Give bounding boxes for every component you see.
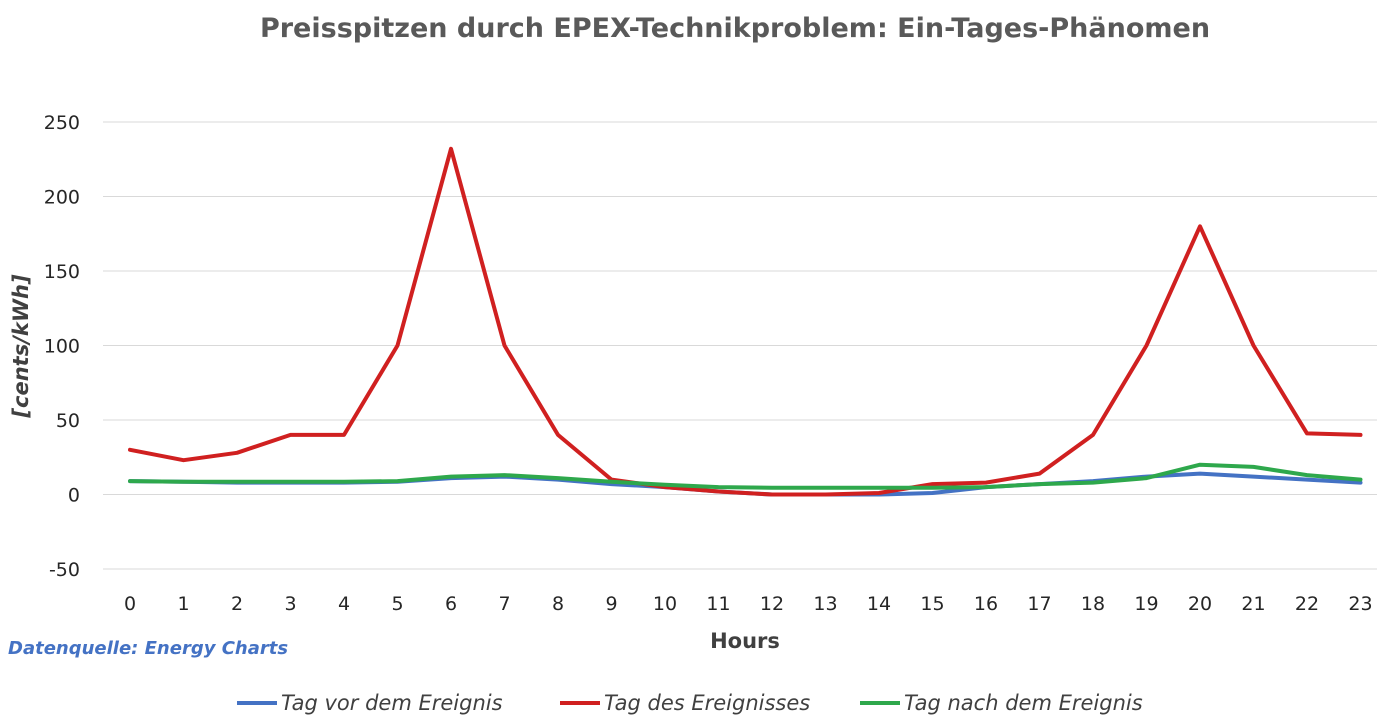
x-tick-label: 16 (974, 593, 998, 615)
y-axis-ticks: -50 0 50 100 150 200 250 (44, 112, 80, 581)
series-lines (128, 146, 1363, 497)
y-axis-label: [cents/kWh] (9, 274, 33, 419)
x-tick-label: 14 (867, 593, 891, 615)
x-tick-label: 10 (653, 593, 677, 615)
legend: Tag vor dem Ereignis Tag des Ereignisses T… (237, 691, 1143, 715)
series-line-3 (128, 462, 1363, 490)
x-tick-label: 18 (1081, 593, 1105, 615)
legend-item-3: Tag nach dem Ereignis (860, 691, 1143, 715)
x-tick-label: 21 (1241, 593, 1265, 615)
x-tick-label: 22 (1295, 593, 1319, 615)
gridlines (103, 121, 1377, 570)
x-tick-label: 4 (338, 593, 350, 615)
legend-label: Tag nach dem Ereignis (904, 691, 1143, 715)
x-tick-label: 19 (1134, 593, 1158, 615)
legend-label: Tag vor dem Ereignis (281, 691, 503, 715)
chart-title: Preisspitzen durch EPEX-Technikproblem: … (260, 13, 1210, 44)
y-tick-label: 200 (44, 187, 80, 209)
legend-label: Tag des Ereignisses (604, 691, 810, 715)
x-tick-label: 7 (498, 593, 510, 615)
x-tick-label: 5 (391, 593, 403, 615)
x-tick-label: 23 (1348, 593, 1372, 615)
x-tick-label: 8 (552, 593, 564, 615)
x-axis-ticks: 0 1 2 3 4 5 6 7 8 9 10 11 12 13 14 15 16 17 18 19 20 21 22 23 (124, 593, 1373, 615)
y-tick-label: 150 (44, 261, 80, 283)
x-tick-label: 0 (124, 593, 136, 615)
source-label: Datenquelle: Energy Charts (8, 638, 288, 659)
x-tick-label: 2 (231, 593, 243, 615)
x-tick-label: 20 (1188, 593, 1212, 615)
y-tick-label: 250 (44, 112, 80, 134)
x-tick-label: 1 (177, 593, 189, 615)
series-line-2 (128, 146, 1363, 497)
x-tick-label: 17 (1027, 593, 1051, 615)
x-tick-label: 12 (760, 593, 784, 615)
y-tick-label: -50 (49, 559, 80, 581)
x-tick-label: 6 (445, 593, 457, 615)
y-tick-label: 0 (68, 485, 80, 507)
x-tick-label: 3 (284, 593, 296, 615)
legend-item-1: Tag vor dem Ereignis (237, 691, 503, 715)
y-tick-label: 50 (56, 410, 80, 432)
x-tick-label: 15 (920, 593, 944, 615)
x-tick-label: 11 (706, 593, 730, 615)
x-axis-label: Hours (710, 629, 780, 653)
y-tick-label: 100 (44, 336, 80, 358)
legend-item-2: Tag des Ereignisses (560, 691, 810, 715)
x-tick-label: 9 (605, 593, 617, 615)
x-tick-label: 13 (813, 593, 837, 615)
